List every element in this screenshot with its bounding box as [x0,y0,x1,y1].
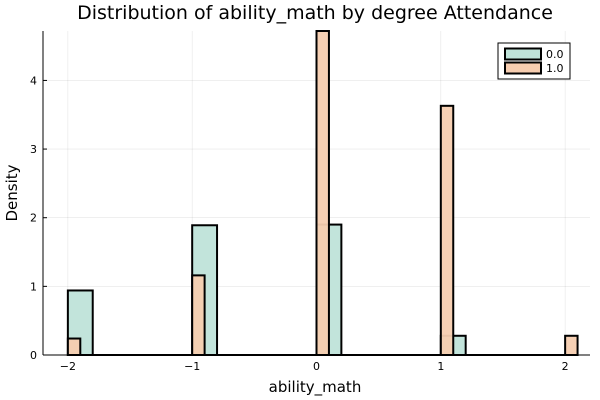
x-tick-label: 1 [437,360,444,373]
y-axis-label: Density [3,164,21,221]
legend-label-1.0: 1.0 [546,62,564,75]
x-tick-label: 2 [562,360,569,373]
legend-swatch-1.0 [504,61,542,75]
x-tick-label: −2 [60,360,76,373]
x-tick-label: 0 [313,360,320,373]
y-tick-label: 0 [30,349,37,362]
ticks-layer: −2 −1 0 1 2 0 1 2 3 4 [30,74,569,373]
bar-1.0-4 [564,334,579,357]
legend-swatch-0.0 [504,47,542,61]
bar-1.0-3 [439,104,455,356]
y-tick-label: 1 [30,280,37,293]
legend-label-0.0: 0.0 [546,48,564,61]
bar-1.0-2 [315,30,330,356]
x-axis-label: ability_math [269,378,362,397]
y-tick-label: 2 [30,212,37,225]
y-tick-label: 4 [30,74,37,87]
x-tick-label: −1 [184,360,200,373]
y-tick-label: 3 [30,143,37,156]
legend: 0.0 1.0 [497,42,571,80]
chart-title: Distribution of ability_math by degree A… [77,2,553,24]
bar-1.0-1 [191,274,206,357]
bar-1.0-0 [66,337,82,356]
